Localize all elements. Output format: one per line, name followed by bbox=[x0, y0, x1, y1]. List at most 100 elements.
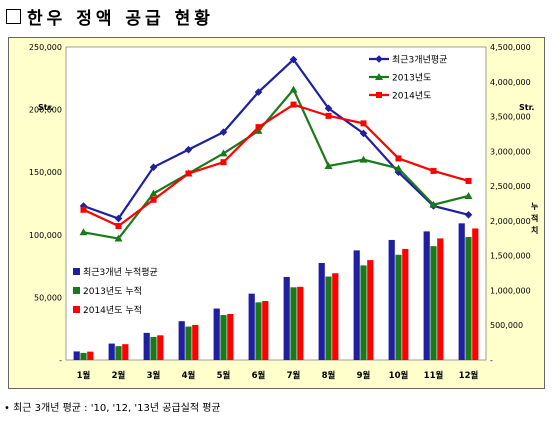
chart-container: - 50,000 100,000 150,000 200,000 250,000 - 500,… bbox=[8, 37, 545, 389]
bar bbox=[122, 344, 129, 360]
right-tick-label: 3,500,000 bbox=[490, 113, 531, 122]
right-tick-label: 1,500,000 bbox=[490, 252, 531, 261]
bar bbox=[318, 262, 325, 360]
line-point bbox=[359, 155, 368, 163]
line-point bbox=[115, 223, 122, 230]
bar bbox=[150, 336, 157, 360]
right-tick-label: 4,000,000 bbox=[490, 78, 531, 87]
line-point bbox=[290, 101, 297, 108]
right-tick-label: 4,500,000 bbox=[490, 43, 531, 52]
x-tick-label: 6월 bbox=[252, 370, 266, 381]
bar bbox=[178, 321, 185, 360]
chart: - 50,000 100,000 150,000 200,000 250,000 - 500,… bbox=[8, 37, 545, 389]
right-tick-label: - bbox=[490, 356, 493, 365]
line-point bbox=[359, 129, 368, 138]
bar bbox=[325, 276, 332, 360]
bar bbox=[87, 351, 94, 360]
left-tick-label: 250,000 bbox=[29, 43, 62, 52]
x-tick-label: 11월 bbox=[424, 370, 444, 381]
bar bbox=[283, 276, 290, 360]
left-tick-label: 150,000 bbox=[29, 168, 62, 177]
footnote: • 최근 3개년 평균 : '10, '12, '13년 공급실적 평균 bbox=[4, 403, 221, 414]
line-point bbox=[324, 161, 333, 169]
left-tick-label: - bbox=[59, 356, 62, 365]
bar bbox=[458, 223, 465, 360]
bar bbox=[220, 315, 227, 360]
line-point bbox=[465, 177, 472, 184]
line-point bbox=[150, 196, 157, 203]
bar bbox=[472, 228, 479, 360]
bar bbox=[73, 351, 80, 360]
bar bbox=[227, 313, 234, 360]
x-tick-label: 10월 bbox=[389, 370, 409, 381]
bar bbox=[143, 332, 150, 360]
line-point bbox=[289, 55, 298, 64]
x-tick-label: 9월 bbox=[357, 370, 371, 381]
line-point bbox=[289, 85, 298, 93]
plot-area bbox=[65, 46, 487, 361]
series-line bbox=[83, 103, 469, 228]
legend-line-label: 2014년도 bbox=[392, 91, 431, 102]
legend-bar-label: 2014년도 누적 bbox=[83, 304, 142, 316]
x-tick-label: 5월 bbox=[217, 370, 231, 381]
legend-bar-swatch bbox=[73, 268, 80, 275]
right-axis-label-line2: 적 bbox=[531, 213, 538, 223]
right-axis-label: Str. bbox=[519, 103, 534, 112]
bar bbox=[185, 326, 192, 360]
line-point bbox=[430, 167, 437, 174]
line-point bbox=[464, 191, 473, 199]
bar bbox=[80, 352, 87, 360]
bar bbox=[367, 260, 374, 360]
right-tick-label: 500,000 bbox=[490, 321, 523, 330]
series-line bbox=[83, 57, 469, 220]
right-tick-label: 2,000,000 bbox=[490, 217, 531, 226]
right-tick-label: 2,500,000 bbox=[490, 182, 531, 191]
left-tick-label: 50,000 bbox=[34, 293, 62, 302]
line-point bbox=[114, 214, 123, 223]
bar bbox=[290, 287, 297, 360]
bar bbox=[192, 324, 199, 360]
bar bbox=[360, 265, 367, 360]
line-point bbox=[324, 104, 333, 113]
bar bbox=[388, 239, 395, 360]
left-tick-label: 100,000 bbox=[29, 231, 62, 240]
line-point bbox=[254, 88, 263, 96]
right-tick-label: 3,000,000 bbox=[490, 147, 531, 156]
line-point bbox=[429, 200, 438, 208]
right-axis-label-line3: 치 bbox=[531, 225, 538, 235]
bar bbox=[255, 302, 262, 360]
legend-bar-swatch bbox=[73, 306, 80, 313]
bar bbox=[353, 250, 360, 360]
page-title: 한우 정액 공급 현황 bbox=[27, 8, 214, 29]
line-point bbox=[220, 159, 227, 166]
bar bbox=[213, 308, 220, 360]
line-point bbox=[464, 210, 473, 219]
line-point bbox=[395, 155, 402, 162]
bar bbox=[402, 248, 409, 360]
right-tick-label: 1,000,000 bbox=[490, 286, 531, 295]
line-point bbox=[185, 170, 192, 177]
legend-bar-label: 최근3개년 누적평균 bbox=[83, 266, 158, 278]
x-tick-label: 8월 bbox=[322, 370, 336, 381]
right-axis-label-line1: 누 bbox=[531, 202, 539, 211]
x-tick-label: 12월 bbox=[459, 370, 479, 381]
x-tick-label: 3월 bbox=[147, 370, 161, 381]
x-tick-label: 1월 bbox=[77, 370, 91, 381]
bar bbox=[157, 335, 164, 360]
line-point bbox=[394, 164, 403, 172]
line-point bbox=[114, 234, 123, 242]
legend-line-marker bbox=[376, 92, 382, 98]
bar bbox=[108, 343, 115, 360]
line-point bbox=[255, 124, 262, 131]
line-point bbox=[219, 149, 228, 157]
bar bbox=[115, 346, 122, 360]
bar bbox=[395, 254, 402, 360]
bar bbox=[437, 238, 444, 360]
bar bbox=[423, 231, 430, 360]
line-point bbox=[360, 120, 367, 127]
bar bbox=[262, 301, 269, 360]
line-point bbox=[394, 168, 403, 176]
line-point bbox=[79, 228, 88, 236]
legend-line-label: 최근3개년평균 bbox=[392, 55, 447, 66]
bar bbox=[430, 246, 437, 360]
